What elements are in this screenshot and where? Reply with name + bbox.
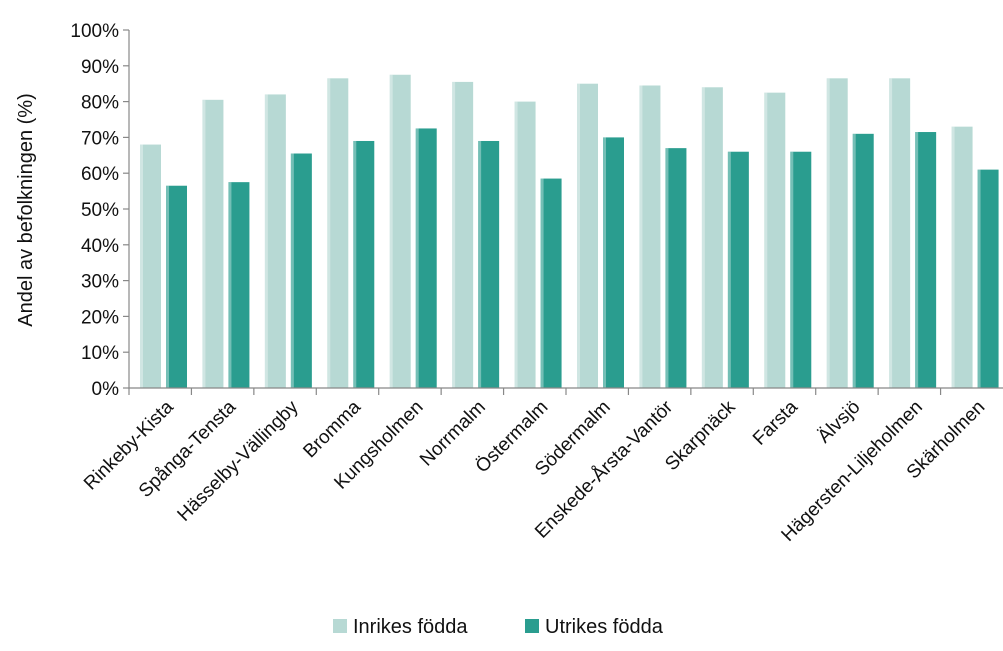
bar-highlight [915, 132, 919, 388]
bar-highlight [852, 133, 856, 388]
bar-utrikes [852, 133, 874, 388]
bar-utrikes [353, 140, 375, 388]
bar-highlight [540, 178, 544, 388]
bar-highlight [478, 140, 482, 388]
bar-highlight [514, 101, 518, 388]
bar-highlight [452, 81, 456, 388]
y-tick-label: 30% [81, 272, 119, 293]
bar-utrikes [727, 151, 749, 388]
bar-highlight [764, 92, 768, 389]
bar-inrikes [701, 87, 723, 388]
bar-highlight [415, 128, 419, 388]
bar-highlight [639, 85, 643, 389]
bar-highlight [140, 144, 143, 388]
legend-swatch-utrikes [525, 619, 539, 633]
bar-highlight [826, 78, 830, 388]
bar-inrikes [452, 81, 474, 388]
y-tick-label: 70% [81, 128, 119, 149]
y-tick-label: 100% [70, 21, 119, 42]
y-tick-label: 10% [81, 343, 119, 364]
category-labels: Rinkeby-KistaSpånga-TenstaHässelby-Välli… [80, 388, 989, 546]
bar-utrikes [665, 148, 687, 388]
bar-inrikes [202, 99, 224, 388]
bar-utrikes [915, 132, 937, 388]
bar-highlight [228, 182, 232, 388]
bars [140, 74, 999, 389]
bar-inrikes [140, 144, 161, 388]
bar-inrikes [764, 92, 786, 389]
x-category-label: Älvsjö [814, 397, 865, 448]
x-category-label: Bromma [299, 396, 365, 462]
bar-utrikes [228, 182, 250, 388]
y-tick-label: 60% [81, 164, 119, 185]
bar-highlight [951, 126, 955, 388]
bar-inrikes [577, 83, 598, 388]
bar-inrikes [389, 74, 411, 388]
bar-highlight [353, 140, 357, 388]
bar-utrikes [478, 140, 500, 388]
y-tick-label: 20% [81, 307, 119, 328]
bar-highlight [264, 94, 268, 388]
bar-inrikes [951, 126, 973, 388]
y-tick-label: 0% [92, 379, 120, 400]
legend-label-inrikes: Inrikes födda [353, 616, 468, 638]
bar-inrikes [264, 94, 286, 388]
bar-inrikes [889, 78, 911, 388]
y-axis-title: Andel av befolkningen (%) [15, 93, 37, 326]
bar-utrikes [166, 185, 187, 388]
x-category-label: Hässelby-Vällingby [174, 396, 303, 525]
bar-highlight [603, 137, 606, 388]
bar-highlight [327, 78, 331, 388]
bar-inrikes [639, 85, 661, 389]
bar-utrikes [977, 169, 999, 388]
bar-highlight [389, 74, 393, 388]
bar-highlight [701, 87, 705, 388]
y-tick-label: 80% [81, 93, 119, 114]
bar-inrikes [826, 78, 848, 388]
bar-highlight [577, 83, 580, 388]
bar-inrikes [327, 78, 349, 388]
legend: Inrikes födda Utrikes födda [333, 616, 664, 638]
bar-utrikes [540, 178, 562, 388]
bar-utrikes [790, 151, 812, 388]
y-tick-label: 40% [81, 236, 119, 257]
legend-label-utrikes: Utrikes födda [545, 616, 664, 638]
bar-highlight [977, 169, 981, 388]
bar-highlight [889, 78, 893, 388]
y-tick-label: 50% [81, 200, 119, 221]
y-tick-label: 90% [81, 57, 119, 78]
x-category-label: Farsta [749, 396, 802, 449]
bar-utrikes [290, 153, 312, 388]
bar-inrikes [514, 101, 536, 388]
bar-utrikes [603, 137, 624, 388]
bar-highlight [790, 151, 794, 388]
bar-highlight [290, 153, 294, 388]
bar-highlight [202, 99, 206, 388]
bar-highlight [727, 151, 731, 388]
bar-utrikes [415, 128, 437, 388]
bar-highlight [166, 185, 169, 388]
bar-highlight [665, 148, 669, 388]
y-axis-ticks: 0% 10% 20% 30% 40% 50% 60% 70% 80% 90% 100% [70, 21, 129, 400]
legend-swatch-inrikes [333, 619, 347, 633]
